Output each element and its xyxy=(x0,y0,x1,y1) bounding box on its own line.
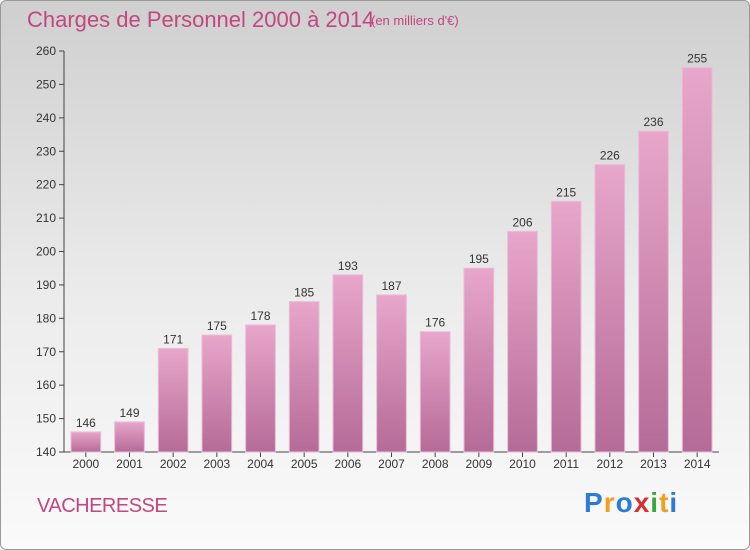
bar xyxy=(638,130,669,453)
y-tick-label: 180 xyxy=(36,311,56,325)
bar xyxy=(70,431,102,453)
value-label: 226 xyxy=(600,149,620,163)
bar xyxy=(376,294,407,453)
y-tick-label: 200 xyxy=(36,245,56,259)
logo-letter: x xyxy=(633,487,651,518)
logo-letter: r xyxy=(603,487,616,518)
bar xyxy=(288,301,320,453)
x-tick-label: 2012 xyxy=(596,457,623,471)
value-label: 149 xyxy=(119,406,139,420)
value-label: 215 xyxy=(556,185,576,199)
logo-letter: t xyxy=(659,487,670,518)
y-tick-label: 260 xyxy=(36,44,56,58)
place-name: VACHERESSE xyxy=(37,495,168,517)
value-label: 176 xyxy=(425,316,445,330)
logo-letter: i xyxy=(669,487,679,518)
y-tick-label: 170 xyxy=(36,345,56,359)
y-tick-label: 160 xyxy=(36,378,56,392)
value-label: 195 xyxy=(469,252,489,266)
x-tick-label: 2010 xyxy=(509,457,536,471)
x-tick-label: 2002 xyxy=(160,457,187,471)
bar xyxy=(463,267,495,453)
value-label: 193 xyxy=(338,259,358,273)
value-label: 178 xyxy=(250,309,270,323)
logo-letter: P xyxy=(584,487,604,518)
value-label: 206 xyxy=(512,215,532,229)
value-label: 236 xyxy=(643,115,663,129)
x-tick-label: 2001 xyxy=(116,457,143,471)
bar xyxy=(594,164,626,453)
x-tick-label: 2004 xyxy=(247,457,274,471)
x-tick-label: 2007 xyxy=(378,457,405,471)
value-label: 255 xyxy=(687,52,707,66)
chart-subtitle: (en milliers d'€) xyxy=(371,13,459,28)
y-tick-label: 250 xyxy=(36,77,56,91)
x-tick-label: 2006 xyxy=(334,457,361,471)
x-tick-label: 2011 xyxy=(553,457,579,471)
logo-letter: o xyxy=(615,487,634,518)
value-label: 146 xyxy=(76,416,96,430)
value-label: 187 xyxy=(381,279,401,293)
bar xyxy=(507,230,538,453)
y-tick-label: 220 xyxy=(36,178,56,192)
proxiti-logo: Proxiti xyxy=(584,487,678,519)
bar xyxy=(201,334,233,453)
bar xyxy=(681,67,713,453)
x-tick-label: 2008 xyxy=(422,457,449,471)
x-tick-label: 2003 xyxy=(203,457,230,471)
bar xyxy=(245,324,276,453)
bar xyxy=(114,421,145,453)
value-label: 175 xyxy=(207,319,227,333)
x-tick-label: 2000 xyxy=(72,457,99,471)
value-label: 171 xyxy=(163,332,183,346)
y-tick-label: 240 xyxy=(36,111,56,125)
x-tick-label: 2009 xyxy=(465,457,492,471)
bar xyxy=(332,274,364,453)
value-label: 185 xyxy=(294,286,314,300)
y-tick-label: 210 xyxy=(36,211,56,225)
chart-title: Charges de Personnel 2000 à 2014 xyxy=(27,7,375,32)
y-tick-label: 190 xyxy=(36,278,56,292)
x-tick-label: 2014 xyxy=(684,457,711,471)
bar xyxy=(419,331,451,453)
bar xyxy=(157,347,189,453)
bar xyxy=(550,200,582,453)
y-tick-label: 150 xyxy=(36,412,56,426)
y-tick-label: 230 xyxy=(36,144,56,158)
y-tick-label: 140 xyxy=(36,445,56,459)
logo-letter: i xyxy=(650,487,660,518)
x-tick-label: 2013 xyxy=(640,457,667,471)
x-tick-label: 2005 xyxy=(291,457,318,471)
